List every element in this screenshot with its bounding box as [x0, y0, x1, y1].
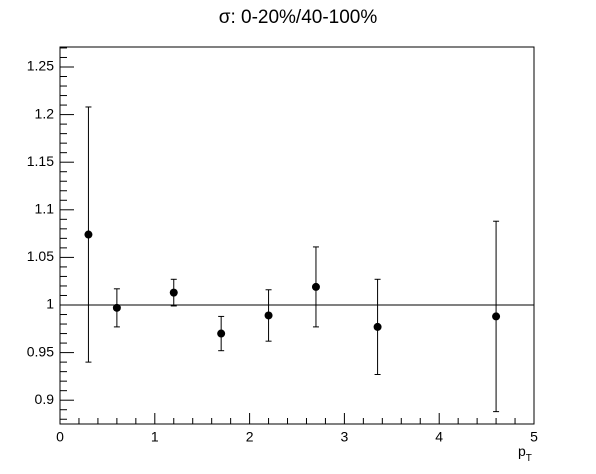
x-axis-label: pT: [518, 443, 532, 464]
chart-title: σ: 0-20%/40-100%: [219, 7, 378, 28]
data-point: [264, 311, 273, 320]
x-tick-label: 2: [246, 429, 254, 445]
y-tick-label: 1.25: [27, 58, 54, 74]
data-point: [311, 282, 320, 291]
data-point: [492, 312, 501, 321]
y-tick-label: 1.2: [35, 105, 55, 121]
data-point: [217, 329, 226, 338]
y-tick-label: 0.95: [27, 343, 54, 359]
y-tick-label: 1: [46, 296, 54, 312]
x-tick-label: 4: [435, 429, 443, 445]
data-point: [84, 230, 93, 239]
x-tick-label: 0: [56, 429, 64, 445]
x-tick-label: 5: [530, 429, 538, 445]
y-tick-label: 0.9: [35, 391, 55, 407]
y-tick-label: 1.1: [35, 200, 55, 216]
data-point: [112, 303, 121, 312]
y-tick-label: 1.05: [27, 248, 54, 264]
plot-frame: [59, 46, 535, 425]
x-tick-label: 1: [151, 429, 159, 445]
data-point: [169, 288, 178, 297]
x-tick-label: 3: [341, 429, 349, 445]
x-label-sub: T: [526, 453, 532, 464]
y-tick-label: 1.15: [27, 153, 54, 169]
x-label-main: p: [518, 443, 526, 459]
data-point: [373, 322, 382, 331]
